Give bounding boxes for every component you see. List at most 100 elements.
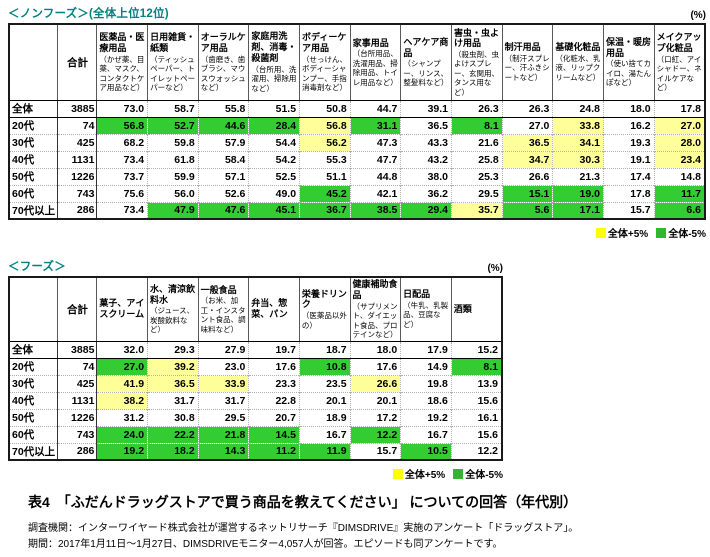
column-label: 家庭用洗剤、消毒・殺菌剤	[251, 31, 297, 64]
column-sublabel: （化粧水、乳液、リップクリームなど）	[555, 54, 601, 82]
row-total: 1131	[57, 150, 98, 168]
value-cell: 45.2	[299, 184, 351, 202]
table-row: 70代以上 286 73.4 47.9 47.6 45.1 36.7 38.5 29.4 35.7…	[9, 201, 706, 219]
column-header: 健康補助食品 （サプリメント、ダイエット食品、プロテインなど）	[349, 276, 402, 342]
nonfoods-table: 合計 医薬品・医療用品 （かぜ薬、目薬、マスク、コンタクトケア用品など） 日用雑貨・紙…	[8, 23, 706, 220]
legend-minus-label: 全体-5%	[465, 470, 503, 481]
value-cell: 6.6	[654, 201, 706, 219]
column-header: 日配品 （牛乳、乳製品、豆腐など）	[400, 276, 452, 342]
value-cell: 31.7	[198, 391, 250, 409]
value-cell: 25.8	[451, 150, 503, 168]
value-cell: 26.6	[502, 167, 554, 185]
value-cell: 55.8	[198, 99, 250, 118]
column-header: ヘアケア商品 （シャンプー、リンス、整髪料など）	[400, 23, 453, 101]
value-cell: 17.8	[603, 184, 655, 202]
column-sublabel: （サプリメント、ダイエット食品、プロテインなど）	[352, 301, 398, 339]
value-cell: 38.5	[350, 201, 402, 219]
value-cell: 8.1	[451, 116, 503, 134]
column-label: 日配品	[403, 289, 431, 300]
value-cell: 32.0	[96, 340, 149, 359]
row-total: 74	[57, 116, 98, 134]
value-cell: 20.1	[350, 391, 402, 409]
value-cell: 16.2	[603, 116, 655, 134]
footnote-source: 調査機関：インターワイヤード株式会社が運営するネットリサーチ『DIMSDRIVE…	[28, 523, 579, 534]
value-cell: 11.7	[654, 184, 706, 202]
value-cell: 29.5	[198, 408, 250, 426]
legend-item-plus: 全体+5%	[595, 225, 648, 240]
nonfoods-title: ＜ノンフーズ＞(全体上位12位)	[8, 8, 169, 20]
value-cell: 44.7	[350, 99, 402, 118]
value-cell: 14.8	[654, 167, 706, 185]
value-cell: 36.5	[147, 374, 199, 392]
value-cell: 31.2	[96, 408, 149, 426]
value-cell: 20.7	[248, 408, 300, 426]
table-row: 30代 425 68.2 59.8 57.9 54.4 56.2 47.3 43.3 21.6 36…	[9, 133, 706, 151]
table-row: 40代 1131 73.4 61.8 58.4 54.2 55.3 47.7 43.2 25.8 3…	[9, 150, 706, 168]
value-cell: 21.8	[198, 425, 250, 443]
table-row: 全体 3885 32.0 29.3 27.9 19.7 18.7 18.0 17.9 15.2	[9, 340, 503, 359]
column-label: メイクアップ化粧品	[656, 32, 702, 53]
column-header: ボディーケア用品 （せっけん、ボディーシャンプー、手指消毒剤など）	[299, 23, 351, 101]
column-label: 医薬品・医療用品	[99, 32, 145, 53]
value-cell: 59.8	[147, 133, 199, 151]
column-sublabel: （ジュース、炭酸飲料など）	[150, 306, 195, 335]
value-cell: 26.3	[451, 99, 503, 118]
column-sublabel: （口紅、アイシャドー、ネイルケアなど）	[656, 54, 702, 92]
value-cell: 43.3	[400, 133, 453, 151]
row-label: 30代	[9, 133, 59, 151]
foods-title: ＜フーズ＞	[8, 261, 66, 273]
value-cell: 22.8	[248, 391, 300, 409]
row-total: 286	[57, 201, 98, 219]
legend: 全体+5% 全体-5%	[8, 225, 706, 240]
column-label: 一般食品	[200, 284, 237, 295]
value-cell: 55.3	[299, 150, 351, 168]
column-header: メイクアップ化粧品 （口紅、アイシャドー、ネイルケアなど）	[653, 23, 706, 101]
value-cell: 11.9	[299, 442, 351, 460]
row-total: 1226	[57, 167, 98, 185]
foods-section-header: ＜フーズ＞ (%)	[8, 258, 503, 274]
value-cell: 34.1	[552, 133, 604, 151]
row-total: 1131	[57, 391, 98, 409]
value-cell: 39.2	[147, 357, 199, 375]
nonfoods-section: ＜ノンフーズ＞(全体上位12位) (%) 合計 医薬品・医療用品 （かぜ薬、目薬、マ…	[8, 5, 706, 240]
value-cell: 17.1	[552, 201, 604, 219]
column-header: オーラルケア用品 （歯磨き、歯ブラシ、マウスウォッシュなど）	[197, 23, 250, 101]
legend-item-minus: 全体-5%	[656, 225, 706, 240]
row-total: 3885	[57, 340, 98, 359]
column-label: 害虫・虫よけ用品	[454, 27, 500, 49]
value-cell: 15.7	[603, 201, 655, 219]
value-cell: 45.1	[248, 201, 301, 219]
column-sublabel: （シャンプー、リンス、整髪料など）	[403, 59, 449, 88]
value-cell: 52.7	[147, 116, 199, 134]
value-cell: 16.7	[400, 425, 452, 443]
column-sublabel: （台所用品、洗濯用品、掃除用品、トイレ用品など）	[352, 49, 398, 87]
column-sublabel: （使い捨てカイロ、湯たんぽなど）	[605, 59, 651, 88]
row-total: 743	[57, 425, 98, 443]
value-cell: 29.5	[451, 184, 503, 202]
value-cell: 33.9	[198, 374, 250, 392]
value-cell: 14.5	[248, 425, 300, 443]
value-cell: 15.6	[451, 425, 503, 443]
value-cell: 25.3	[451, 167, 503, 185]
percent-label: (%)	[690, 10, 706, 21]
value-cell: 58.7	[147, 99, 199, 118]
value-cell: 73.0	[96, 99, 149, 118]
row-label: 60代	[9, 425, 59, 443]
value-cell: 75.6	[96, 184, 149, 202]
value-cell: 73.4	[96, 150, 149, 168]
column-header: 保温・暖房用品 （使い捨てカイロ、湯たんぽなど）	[602, 23, 655, 101]
value-cell: 17.9	[400, 340, 452, 359]
corner-cell	[8, 276, 59, 342]
value-cell: 18.7	[299, 340, 351, 359]
value-cell: 33.8	[552, 116, 604, 134]
value-cell: 61.8	[147, 150, 199, 168]
row-label: 70代以上	[9, 201, 59, 219]
row-label: 30代	[9, 374, 59, 392]
value-cell: 49.0	[248, 184, 301, 202]
value-cell: 73.7	[96, 167, 149, 185]
value-cell: 15.7	[350, 442, 402, 460]
column-header: 家庭用洗剤、消毒・殺菌剤 （台所用、洗濯用、掃除用など）	[248, 23, 301, 101]
column-label: 日用雑貨・紙類	[150, 32, 196, 53]
column-label: 酒類	[453, 303, 472, 314]
legend-minus-label: 全体-5%	[668, 229, 706, 240]
